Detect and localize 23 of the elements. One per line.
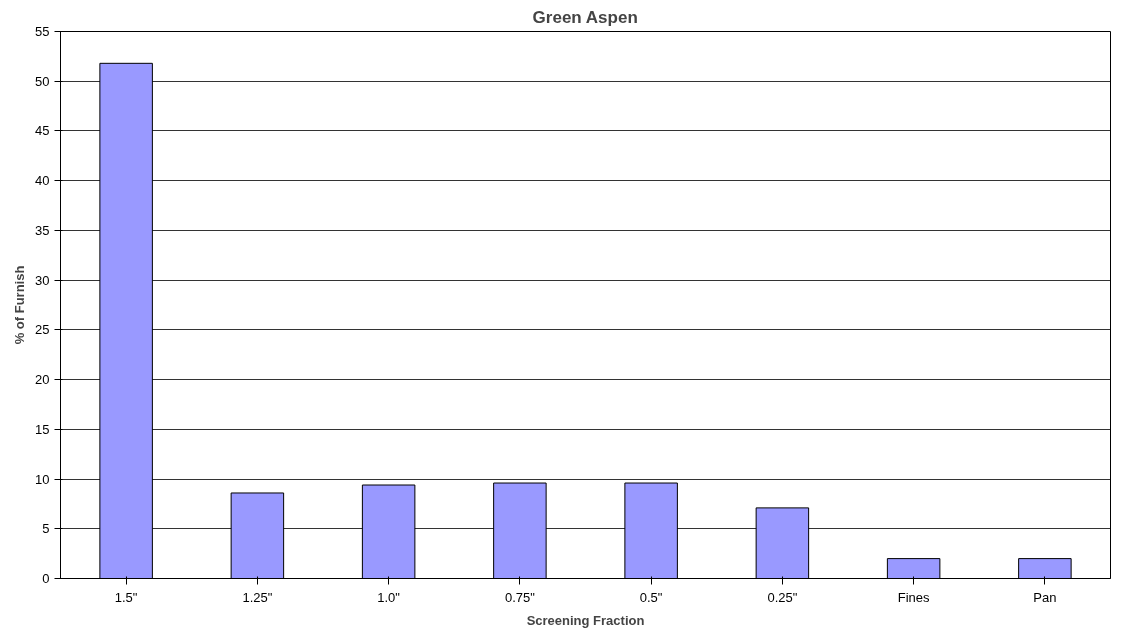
x-tick-label: Fines bbox=[897, 589, 931, 605]
x-tick-label: 1.25" bbox=[242, 589, 273, 605]
y-axis-title: % of Furnish bbox=[12, 265, 28, 345]
y-tick-label: 25 bbox=[35, 322, 50, 338]
y-tick-label: 10 bbox=[35, 471, 50, 487]
x-tick-label: Pan bbox=[1033, 589, 1057, 605]
x-tick-label: 0.25" bbox=[767, 589, 798, 605]
y-tick-label: 45 bbox=[35, 123, 50, 139]
y-tick-label: 35 bbox=[35, 222, 50, 238]
y-tick-label: 40 bbox=[35, 173, 50, 189]
y-tick-label: 55 bbox=[35, 24, 50, 39]
y-tick-label: 50 bbox=[35, 73, 50, 89]
x-tick-label: 1.5" bbox=[114, 589, 138, 605]
y-tick-label: 5 bbox=[42, 521, 50, 537]
y-tick-label: 15 bbox=[35, 421, 50, 437]
x-tick-label: 0.5" bbox=[639, 589, 663, 605]
y-tick-label: 0 bbox=[42, 571, 50, 586]
x-axis-title: Screening Fraction bbox=[526, 612, 645, 628]
y-tick-label: 30 bbox=[35, 272, 50, 288]
x-tick-label: 0.75" bbox=[504, 589, 536, 605]
x-tick-label: 1.0" bbox=[377, 589, 401, 605]
y-tick-label: 20 bbox=[35, 372, 50, 388]
chart-title: Green Aspen bbox=[532, 7, 638, 27]
